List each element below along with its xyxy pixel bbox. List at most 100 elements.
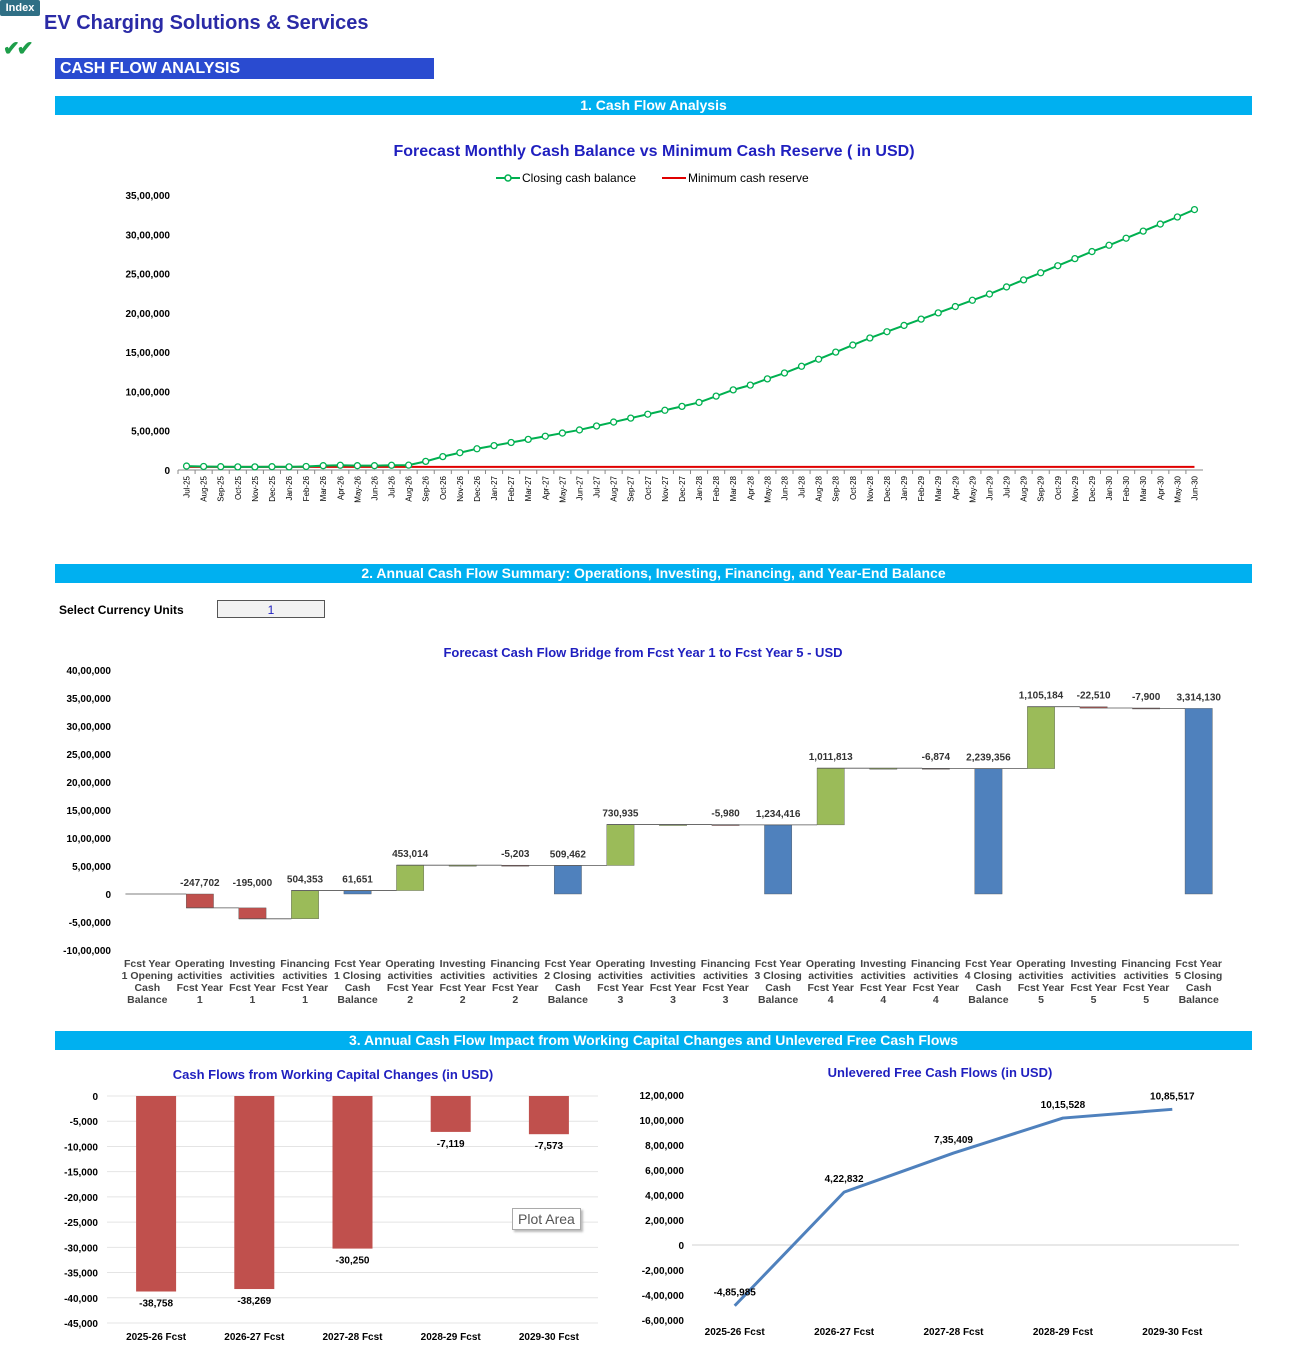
- y-tick-label: 0: [678, 1241, 684, 1252]
- data-label: 7,35,409: [934, 1135, 973, 1146]
- category-label: Fcst Year: [965, 958, 1012, 970]
- x-tick-label: Jul-26: [388, 475, 397, 497]
- category-label: 2025-26 Fcst: [126, 1332, 187, 1343]
- closing-balance-point: [1088, 247, 1096, 256]
- closing-balance-point: [558, 429, 567, 437]
- y-tick-label: 0: [105, 890, 111, 901]
- category-label: Cash: [345, 982, 371, 994]
- x-tick-label: May-30: [1173, 475, 1182, 502]
- y-tick-label: 2,00,000: [645, 1216, 684, 1227]
- closing-balance-point: [1105, 241, 1113, 249]
- y-tick-label: -30,000: [64, 1243, 98, 1254]
- x-tick-label: Dec-27: [678, 475, 687, 501]
- x-tick-label: Mar-28: [729, 475, 738, 501]
- category-label: Fcst Year: [334, 958, 381, 970]
- x-tick-label: Nov-29: [1071, 475, 1080, 501]
- waterfall-bar: [816, 768, 845, 826]
- y-tick-label: -45,000: [64, 1319, 98, 1330]
- x-tick-label: Aug-27: [610, 475, 619, 501]
- data-label: -5,980: [711, 809, 740, 820]
- category-label: Balance: [1179, 994, 1219, 1006]
- x-tick-label: Dec-25: [268, 475, 277, 501]
- closing-balance-point: [985, 290, 994, 298]
- closing-balance-point: [285, 463, 293, 471]
- legend-closing-marker: [504, 174, 512, 182]
- currency-units-select[interactable]: 1: [217, 600, 325, 618]
- x-tick-label: Oct-28: [849, 475, 858, 500]
- category-label: Financing: [911, 958, 961, 970]
- category-label: Fcst Year: [650, 982, 697, 994]
- category-label: 5: [1038, 994, 1044, 1006]
- x-tick-label: Sep-28: [832, 475, 841, 501]
- closing-balance-point: [797, 362, 806, 370]
- chart-title: Cash Flows from Working Capital Changes …: [173, 1067, 493, 1082]
- closing-balance-point: [644, 410, 652, 418]
- y-tick-label: -10,00,000: [63, 946, 111, 957]
- category-label: Investing: [860, 958, 906, 970]
- x-tick-label: Mar-29: [934, 475, 943, 501]
- x-tick-label: Jun-29: [985, 475, 994, 500]
- closing-balance-point: [712, 392, 720, 400]
- x-tick-label: Jul-25: [183, 475, 192, 497]
- closing-balance-point: [575, 426, 584, 434]
- closing-balance-point: [1037, 269, 1045, 277]
- category-label: Fcst Year: [439, 982, 486, 994]
- category-label: Fcst Year: [177, 982, 224, 994]
- closing-balance-point: [524, 435, 532, 444]
- x-tick-label: Nov-25: [251, 475, 260, 501]
- x-tick-label: Sep-29: [1037, 475, 1046, 501]
- closing-balance-point: [968, 296, 977, 304]
- unlevered-fcf-chart[interactable]: Unlevered Free Cash Flows (in USD) -6,00,…: [625, 1058, 1252, 1352]
- y-tick-label: 35,00,000: [126, 191, 171, 202]
- x-tick-label: Feb-28: [712, 475, 721, 501]
- closing-balance-point: [934, 309, 942, 317]
- category-label: 4: [933, 994, 939, 1006]
- category-label: activities: [493, 970, 538, 982]
- y-tick-label: 5,00,000: [131, 427, 170, 438]
- category-label: 4 Closing: [965, 970, 1012, 982]
- x-tick-label: Jan-29: [900, 475, 909, 500]
- closing-balance-point: [268, 463, 276, 471]
- cash-flow-bridge-chart[interactable]: Forecast Cash Flow Bridge from Fcst Year…: [55, 640, 1252, 1015]
- category-label: Financing: [701, 958, 751, 970]
- waterfall-bar: [606, 824, 635, 866]
- category-label: Investing: [440, 958, 486, 970]
- working-capital-chart[interactable]: Cash Flows from Working Capital Changes …: [55, 1060, 615, 1352]
- x-tick-label: Jul-28: [798, 475, 807, 497]
- data-label: -38,269: [237, 1296, 271, 1307]
- x-tick-label: Apr-29: [951, 475, 960, 500]
- category-label: Balance: [968, 994, 1008, 1006]
- category-label: Financing: [1121, 958, 1171, 970]
- x-tick-label: Aug-28: [815, 475, 824, 501]
- y-tick-label: 10,00,000: [126, 387, 171, 398]
- data-label: 1,011,813: [809, 752, 853, 763]
- data-label: -38,758: [139, 1299, 173, 1310]
- app-title: EV Charging Solutions & Services: [44, 12, 369, 34]
- closing-balance-point: [251, 463, 259, 471]
- index-button[interactable]: Index: [0, 0, 40, 16]
- monthly-cash-balance-chart[interactable]: Forecast Monthly Cash Balance vs Minimum…: [100, 135, 1220, 515]
- y-tick-label: 25,00,000: [67, 750, 112, 761]
- closing-balance-point: [1002, 283, 1011, 291]
- category-label: Cash: [765, 982, 791, 994]
- closing-balance-point: [456, 449, 464, 457]
- closing-balance-point: [729, 386, 737, 394]
- category-label: Fcst Year: [860, 982, 907, 994]
- working-capital-bar: [528, 1096, 569, 1135]
- closing-balance-point: [900, 321, 908, 330]
- category-label: Operating: [385, 958, 435, 970]
- waterfall-bar: [553, 865, 582, 895]
- category-label: Balance: [127, 994, 167, 1006]
- data-label: -7,573: [535, 1141, 564, 1152]
- category-label: 2025-26 Fcst: [705, 1327, 766, 1338]
- y-tick-label: 0: [164, 466, 170, 477]
- closing-balance-point: [353, 462, 362, 470]
- closing-balance-point: [422, 457, 430, 466]
- category-label: Fcst Year: [597, 982, 644, 994]
- category-label: 2028-29 Fcst: [421, 1332, 482, 1343]
- x-tick-label: May-28: [763, 475, 772, 502]
- waterfall-bar: [1184, 708, 1213, 895]
- x-tick-label: Aug-26: [405, 475, 414, 501]
- x-tick-label: Jun-28: [780, 475, 789, 500]
- x-tick-label: Nov-26: [456, 475, 465, 501]
